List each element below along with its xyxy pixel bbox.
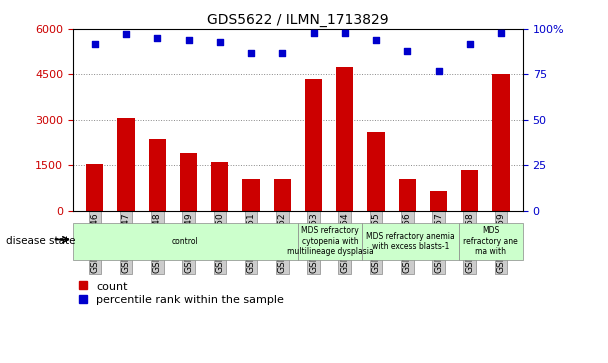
Bar <box>336 67 353 211</box>
Point <box>434 68 443 74</box>
Point <box>277 50 287 56</box>
Point <box>184 37 193 43</box>
Text: control: control <box>172 237 199 246</box>
Bar <box>243 179 260 211</box>
Point <box>371 37 381 43</box>
Bar <box>492 74 510 211</box>
Bar <box>298 223 362 260</box>
Text: MDS refractory
cytopenia with
multilineage dysplasia: MDS refractory cytopenia with multilinea… <box>287 227 373 256</box>
Text: disease state: disease state <box>6 236 75 246</box>
Text: MDS refractory anemia
with excess blasts-1: MDS refractory anemia with excess blasts… <box>366 232 455 251</box>
Title: GDS5622 / ILMN_1713829: GDS5622 / ILMN_1713829 <box>207 13 389 26</box>
Bar <box>461 170 478 211</box>
Point <box>246 50 256 56</box>
Point <box>215 39 225 45</box>
Legend: count, percentile rank within the sample: count, percentile rank within the sample <box>78 281 284 305</box>
Bar <box>73 223 298 260</box>
Point <box>121 32 131 37</box>
Point <box>340 30 350 36</box>
Bar <box>430 191 447 211</box>
Point <box>496 30 506 36</box>
Point <box>402 48 412 54</box>
Bar <box>180 153 197 211</box>
Bar <box>367 132 385 211</box>
Bar <box>117 118 134 211</box>
Bar <box>305 79 322 211</box>
Bar <box>274 179 291 211</box>
Point <box>153 35 162 41</box>
Bar <box>211 162 229 211</box>
Bar <box>362 223 458 260</box>
Bar <box>458 223 523 260</box>
Bar <box>86 164 103 211</box>
Bar <box>399 179 416 211</box>
Point <box>90 41 100 46</box>
Point <box>465 41 475 46</box>
Text: MDS
refractory ane
ma with: MDS refractory ane ma with <box>463 227 518 256</box>
Bar <box>149 139 166 211</box>
Point <box>309 30 319 36</box>
